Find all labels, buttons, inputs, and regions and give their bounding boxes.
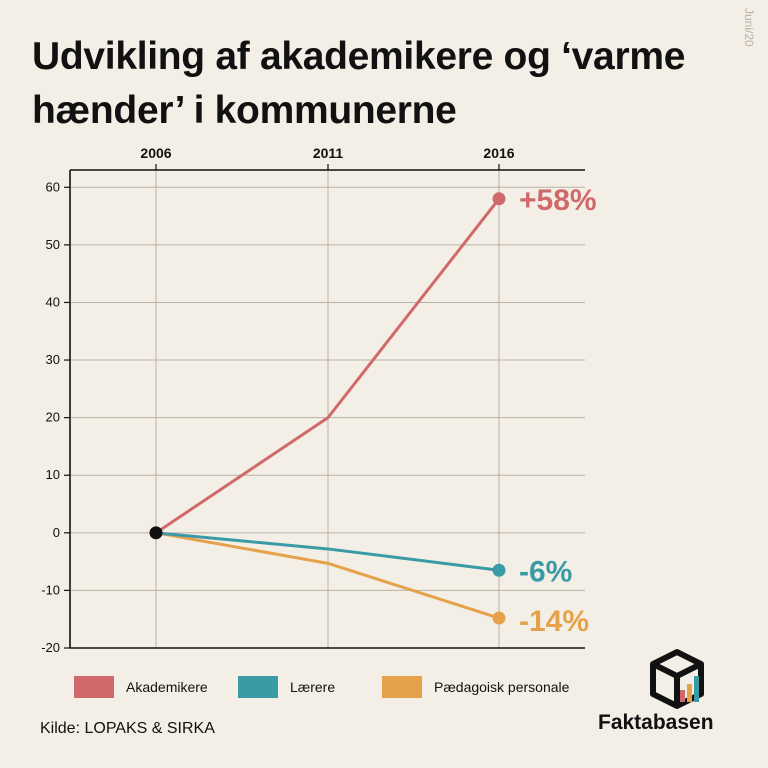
end-point-akademikere — [492, 192, 506, 206]
x-tick-label: 2016 — [483, 145, 514, 161]
y-tick-label: 40 — [46, 294, 60, 309]
y-tick-label: 10 — [46, 467, 60, 482]
end-label-akademikere: +58% — [519, 184, 597, 217]
end-point-laerere — [492, 563, 506, 577]
legend-swatch-paedagogisk — [382, 676, 422, 698]
faktabasen-logo-icon — [650, 649, 704, 709]
end-label-paedagogisk: -14% — [519, 605, 589, 638]
legend: Akademikere Lærere Pædagoisk personale — [74, 676, 593, 698]
legend-item-akademikere: Akademikere — [74, 676, 214, 698]
y-tick-label: -20 — [41, 640, 60, 655]
end-label-laerere: -6% — [519, 555, 572, 588]
y-tick-label: 50 — [46, 237, 60, 252]
chart-title: Udvikling af akademikere og ‘varme hænde… — [32, 35, 686, 132]
brand-name: Faktabasen — [598, 711, 714, 734]
y-tick-label: 20 — [46, 410, 60, 425]
date-tag: Juni/20 — [742, 8, 756, 47]
y-tick-label: 30 — [46, 352, 60, 367]
origin-point — [149, 526, 163, 540]
x-tick-label: 2011 — [313, 145, 344, 161]
end-point-paedagogisk — [492, 611, 506, 625]
y-tick-label: 0 — [53, 525, 60, 540]
legend-label-paedagogisk: Pædagoisk personale — [434, 679, 570, 695]
legend-swatch-akademikere — [74, 676, 114, 698]
legend-label-akademikere: Akademikere — [126, 679, 208, 695]
x-tick-label: 2006 — [140, 145, 171, 161]
legend-swatch-laerere — [238, 676, 278, 698]
legend-item-paedagogisk: Pædagoisk personale — [382, 676, 569, 698]
y-tick-label: -10 — [41, 582, 60, 597]
legend-label-laerere: Lærere — [290, 679, 336, 695]
series-line-akademikere — [155, 197, 501, 535]
source-note: Kilde: LOPAKS & SIRKA — [40, 720, 215, 737]
y-tick-label: 60 — [46, 179, 60, 194]
series-line-paedagogisk — [155, 531, 500, 620]
legend-item-laerere: Lærere — [238, 676, 358, 698]
series-line-laerere — [155, 531, 500, 572]
